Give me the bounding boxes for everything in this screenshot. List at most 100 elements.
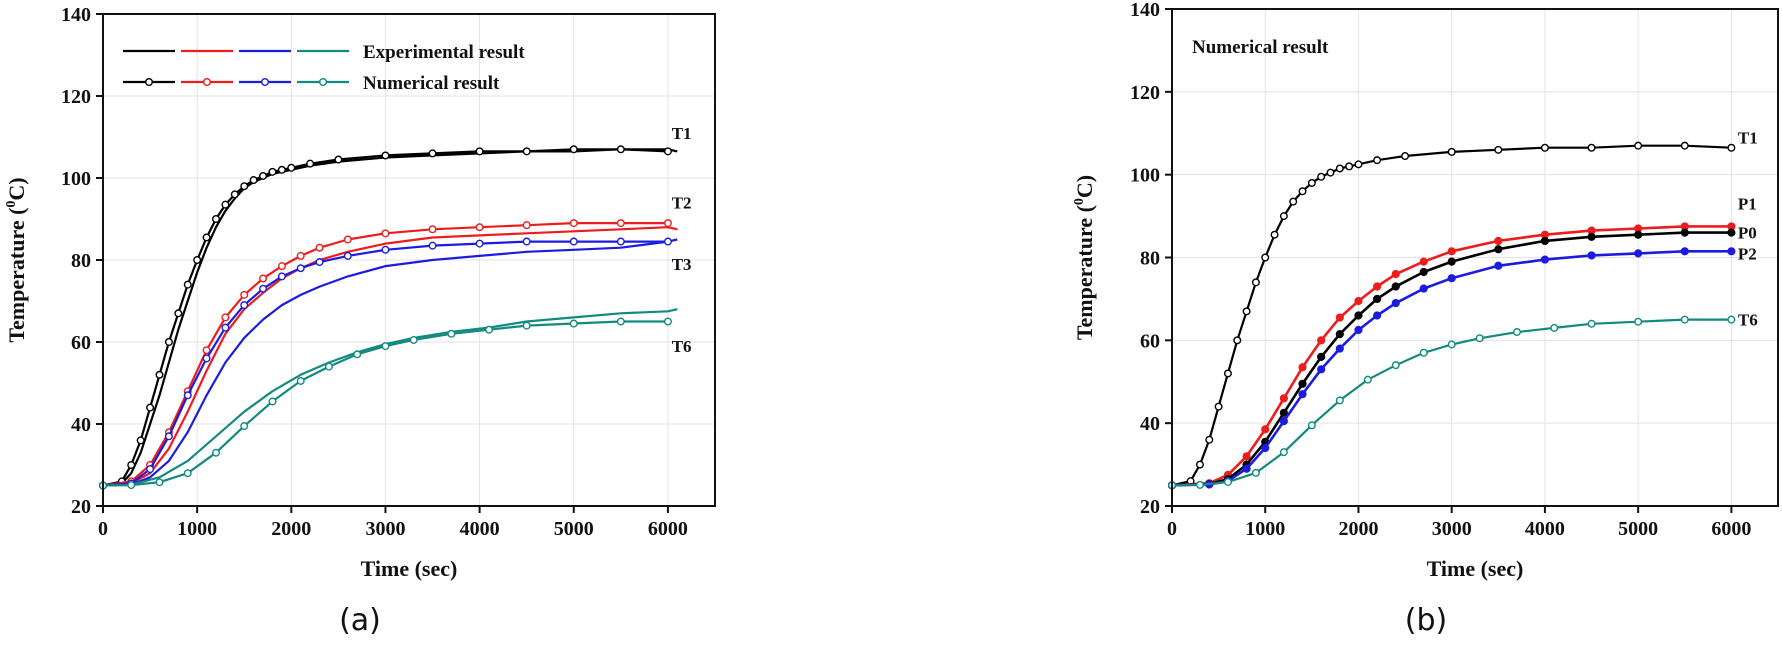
data-point — [1373, 294, 1382, 304]
data-point — [1373, 156, 1382, 165]
data-point — [1223, 369, 1232, 378]
legend: Numerical result — [1192, 37, 1329, 58]
x-tick-label: 2000 — [271, 518, 311, 540]
data-point — [1512, 328, 1521, 337]
data-point — [240, 301, 249, 310]
series-line-2 — [1171, 231, 1732, 487]
y-tick-label: 40 — [1140, 413, 1160, 435]
data-point — [1335, 396, 1344, 405]
data-point — [1727, 143, 1736, 152]
series-line-7 — [102, 320, 668, 487]
data-point — [663, 237, 672, 246]
y-tick-label: 100 — [1130, 165, 1160, 187]
data-point — [1401, 152, 1410, 161]
data-point — [1317, 172, 1326, 181]
y-axis-title-superscript: 0 — [4, 201, 19, 208]
data-point — [1298, 187, 1307, 196]
x-tick-label: 4000 — [460, 518, 500, 540]
data-point — [522, 147, 531, 156]
data-point — [1251, 468, 1260, 477]
data-point — [1298, 390, 1307, 399]
data-point — [221, 200, 230, 209]
axis-ticks: 0 1000 2000 3000 4000 5000 6000 20 40 60 80 100 120 1… — [1130, 0, 1751, 540]
data-point — [164, 338, 173, 347]
y-tick-label: 120 — [61, 86, 91, 108]
data-point — [230, 190, 239, 199]
y-axis-title: Temperature (0C) — [1072, 175, 1097, 340]
data-point — [1447, 147, 1456, 156]
y-tick-label: 80 — [1140, 248, 1160, 270]
data-point — [569, 319, 578, 328]
x-tick-label: 4000 — [1525, 518, 1565, 540]
data-point — [381, 229, 390, 238]
series-line-5 — [102, 222, 668, 487]
data-point — [485, 325, 494, 334]
data-point — [1261, 425, 1270, 434]
figure-caption: (a) — [339, 603, 381, 638]
data-point — [1214, 402, 1223, 411]
data-point — [1335, 330, 1344, 339]
series-line-0 — [102, 148, 678, 487]
y-axis-title-tail: C) — [4, 177, 29, 200]
data-point — [136, 436, 145, 445]
data-point — [315, 258, 324, 267]
data-point — [1317, 365, 1326, 374]
y-tick-label: 60 — [71, 332, 91, 354]
data-point — [1419, 284, 1428, 293]
data-point — [202, 233, 211, 242]
data-point — [663, 317, 672, 326]
data-point — [1354, 311, 1363, 320]
data-point — [475, 239, 484, 248]
data-point — [249, 176, 258, 185]
chart-panel-a: 0 1000 2000 3000 4000 5000 6000 20 40 60 80 100 120 1… — [4, 4, 716, 638]
data-point — [381, 151, 390, 160]
data-point — [1494, 261, 1503, 270]
y-axis-title-tail: C) — [1072, 175, 1097, 198]
x-tick-label: 0 — [1167, 518, 1177, 540]
data-point — [174, 309, 183, 318]
data-point — [1475, 334, 1484, 343]
data-point — [1587, 143, 1596, 152]
data-point — [1391, 269, 1400, 279]
x-tick-label: 5000 — [1618, 518, 1658, 540]
data-point — [1279, 408, 1288, 417]
data-point — [146, 465, 155, 474]
data-point — [1680, 315, 1689, 324]
y-axis-title-main: Temperature ( — [1072, 205, 1097, 340]
data-point — [127, 481, 136, 490]
series-label-p2: P2 — [1738, 244, 1757, 263]
data-point — [1279, 212, 1288, 221]
chart-panel-b: 0 1000 2000 3000 4000 5000 6000 20 40 60 80 100 120 1… — [1072, 0, 1779, 638]
data-point — [211, 214, 220, 223]
data-point — [1261, 253, 1270, 262]
series-line-6 — [102, 240, 668, 487]
data-point — [1354, 296, 1363, 306]
x-axis-title: Time (sec) — [361, 556, 458, 581]
data-point — [1242, 452, 1251, 461]
data-point — [334, 155, 343, 164]
data-point — [1307, 178, 1316, 187]
data-point — [259, 274, 268, 283]
data-point — [202, 354, 211, 363]
data-point — [183, 469, 192, 478]
data-point — [193, 256, 202, 265]
data-point — [287, 163, 296, 172]
data-point — [1279, 394, 1288, 403]
data-point — [381, 342, 390, 351]
data-point — [1279, 448, 1288, 457]
series-label-p0: P0 — [1738, 224, 1757, 243]
y-tick-label: 140 — [1130, 0, 1160, 21]
axis-ticks: 0 1000 2000 3000 4000 5000 6000 20 40 60 80 100 120 1… — [61, 4, 688, 540]
series-line-4 — [1171, 318, 1732, 487]
y-axis-title-main: Temperature ( — [4, 208, 29, 343]
x-axis-title: Time (sec) — [1427, 556, 1524, 581]
data-point — [155, 370, 164, 379]
data-point — [277, 262, 286, 271]
data-point — [296, 251, 305, 260]
series-group — [98, 145, 678, 490]
legend-marker — [261, 77, 270, 86]
data-point — [240, 290, 249, 299]
series-label-t6: T6 — [1738, 311, 1758, 330]
data-point — [296, 376, 305, 385]
